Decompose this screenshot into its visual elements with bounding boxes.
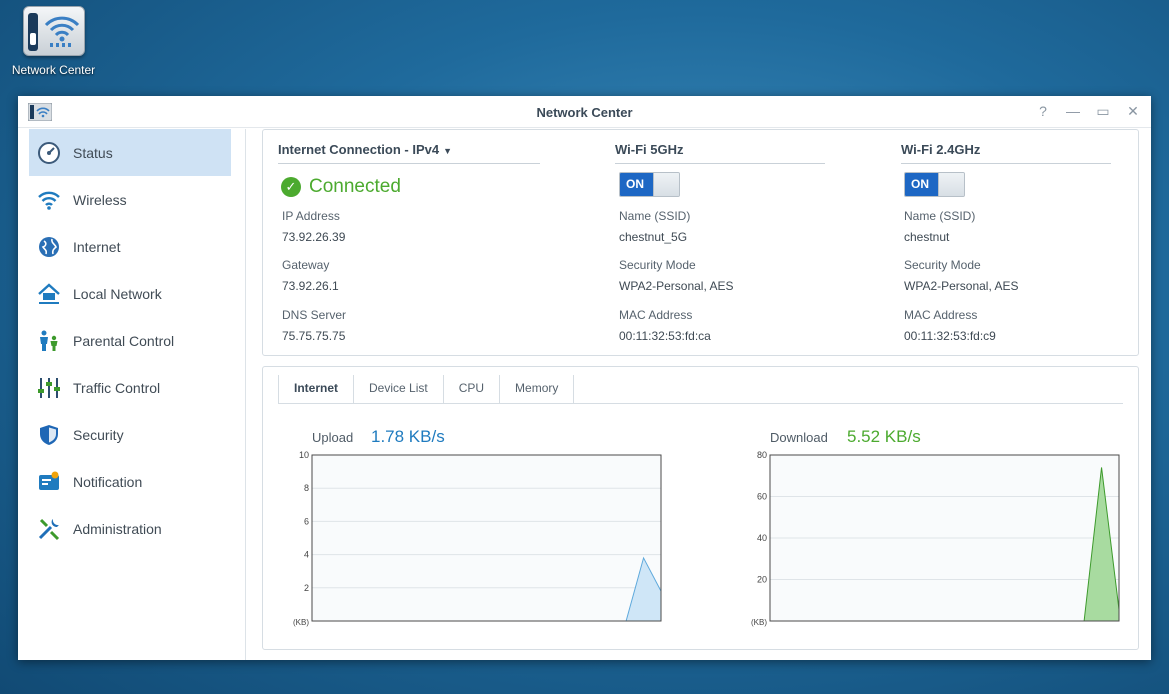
sidebar-item-local-network[interactable]: Local Network (29, 270, 231, 317)
close-icon[interactable]: ✕ (1127, 103, 1139, 119)
wifi-24ghz-ssid-value: chestnut (904, 230, 950, 244)
sidebar: Status Wireless Internet Local Network P… (18, 129, 246, 660)
sidebar-item-administration[interactable]: Administration (29, 505, 231, 552)
sidebar-item-label: Administration (73, 520, 162, 537)
chevron-down-icon: ▼ (443, 146, 452, 156)
y-tick-label: 2 (304, 583, 309, 593)
wifi-24ghz-security-value: WPA2-Personal, AES (904, 279, 1019, 293)
tab-device-list[interactable]: Device List (354, 375, 444, 403)
home-network-icon (38, 282, 60, 304)
sidebar-item-wireless[interactable]: Wireless (29, 176, 231, 223)
help-icon[interactable]: ? (1039, 103, 1047, 119)
y-unit-label: (KB) (293, 618, 309, 627)
toggle-on-label: ON (905, 173, 938, 196)
y-tick-label: 4 (304, 550, 309, 560)
wifi-5ghz-header: Wi-Fi 5GHz (615, 142, 825, 164)
window-titlebar[interactable]: Network Center ? — ▭ ✕ (18, 96, 1151, 128)
wifi-5ghz-security-value: WPA2-Personal, AES (619, 279, 734, 293)
network-center-window: Network Center ? — ▭ ✕ Status Wireless I… (18, 96, 1151, 660)
maximize-icon[interactable]: ▭ (1096, 103, 1110, 119)
connection-status: ✓ Connected (281, 176, 401, 198)
sidebar-item-label: Local Network (73, 285, 162, 302)
wireless-icon (38, 191, 60, 210)
dns-server-value: 75.75.75.75 (282, 329, 346, 343)
sidebar-item-traffic-control[interactable]: Traffic Control (29, 364, 231, 411)
sidebar-item-parental-control[interactable]: Parental Control (29, 317, 231, 364)
chart-frame (311, 454, 662, 622)
desktop-network-center-shortcut[interactable]: Network Center (6, 6, 101, 77)
minimize-icon[interactable]: — (1066, 103, 1080, 119)
wifi-24ghz-mac-value: 00:11:32:53:fd:c9 (904, 329, 996, 343)
tools-icon (38, 518, 60, 540)
connection-status-text: Connected (309, 176, 401, 197)
gateway-label: Gateway (282, 258, 330, 272)
status-panel: Internet Connection - IPv4 ▼ ✓ Connected … (262, 129, 1139, 356)
tab-internet[interactable]: Internet (278, 375, 355, 403)
download-chart: 20 40 60 80 (KB) (751, 450, 1120, 627)
app-icon (28, 103, 52, 121)
network-center-app-icon (22, 6, 85, 56)
family-icon (40, 330, 58, 351)
sidebar-item-notification[interactable]: Notification (29, 458, 231, 505)
traffic-panel: Internet Device List CPU Memory Upload 1… (262, 366, 1139, 650)
wifi-5ghz-ssid-label: Name (SSID) (619, 209, 691, 223)
y-tick-label: 6 (304, 516, 309, 526)
sidebar-item-internet[interactable]: Internet (29, 223, 231, 270)
window-title: Network Center (536, 105, 633, 120)
sidebar-item-label: Notification (73, 473, 143, 490)
ip-address-value: 73.92.26.39 (282, 230, 346, 244)
tab-cpu[interactable]: CPU (444, 375, 501, 403)
wifi-5ghz-mac-value: 00:11:32:53:fd:ca (619, 329, 711, 343)
wifi-24ghz-ssid-label: Name (SSID) (904, 209, 976, 223)
y-tick-label: 60 (757, 492, 767, 502)
upload-rate: 1.78 KB/s (371, 427, 445, 446)
gateway-value: 73.92.26.1 (282, 279, 339, 293)
chart-frame (769, 454, 1120, 622)
wifi-24ghz-toggle[interactable]: ON (904, 172, 965, 197)
wifi-5ghz-mac-label: MAC Address (619, 308, 693, 322)
wifi-24ghz-header: Wi-Fi 2.4GHz (901, 142, 1111, 164)
wifi-5ghz-security-label: Security Mode (619, 258, 696, 272)
desktop-icon-label: Network Center (11, 63, 96, 77)
chart-plot-area (311, 454, 662, 622)
download-label: Download (770, 430, 828, 445)
internet-connection-title: Internet Connection - IPv4 (278, 142, 440, 157)
wifi-5ghz-toggle[interactable]: ON (619, 172, 680, 197)
toggle-on-label: ON (620, 173, 653, 196)
y-tick-label: 20 (757, 575, 767, 585)
upload-chart: 2 4 6 8 10 (KB) (293, 450, 662, 627)
wifi-5ghz-ssid-value: chestnut_5G (619, 230, 688, 244)
sidebar-item-label: Parental Control (73, 332, 175, 349)
y-unit-label: (KB) (751, 618, 767, 627)
wifi-24ghz-mac-label: MAC Address (904, 308, 978, 322)
upload-label: Upload (312, 430, 354, 445)
status-gauge-icon (38, 141, 60, 164)
y-tick-label: 80 (757, 450, 767, 460)
sidebar-item-label: Wireless (73, 191, 127, 208)
internet-connection-header[interactable]: Internet Connection - IPv4 ▼ (278, 142, 540, 164)
sidebar-item-label: Traffic Control (73, 379, 161, 396)
sidebar-item-label: Status (73, 144, 113, 161)
notification-icon (39, 471, 59, 490)
wifi-24ghz-security-label: Security Mode (904, 258, 981, 272)
ip-address-label: IP Address (282, 209, 340, 223)
traffic-tabs: Internet Device List CPU Memory (278, 375, 575, 403)
y-tick-label: 10 (299, 450, 309, 460)
tab-memory[interactable]: Memory (500, 375, 575, 403)
shield-icon (40, 424, 58, 445)
sliders-icon (38, 377, 60, 398)
download-rate: 5.52 KB/s (847, 427, 921, 446)
dns-server-label: DNS Server (282, 308, 347, 322)
check-icon: ✓ (281, 177, 301, 197)
sidebar-item-security[interactable]: Security (29, 411, 231, 458)
sidebar-item-label: Security (73, 426, 124, 443)
globe-icon (39, 236, 59, 257)
sidebar-item-label: Internet (73, 238, 121, 255)
sidebar-item-status[interactable]: Status (29, 129, 231, 176)
y-tick-label: 8 (304, 483, 309, 493)
y-tick-label: 40 (757, 533, 767, 543)
